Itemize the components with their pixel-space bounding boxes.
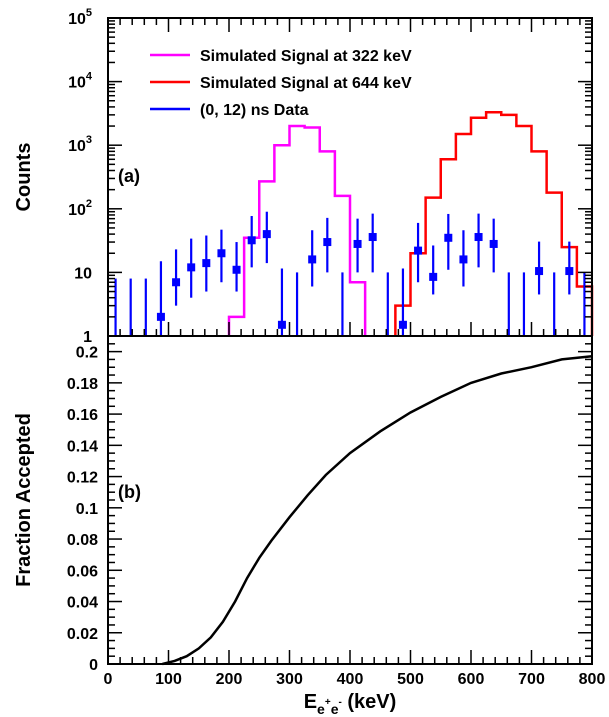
y-tick-exponent: 5	[86, 7, 92, 19]
data-point	[398, 320, 407, 329]
x-label-main: E	[304, 691, 317, 713]
y-tick-label: 0.14	[67, 438, 98, 455]
y-axis-label-fraction: Fraction Accepted	[13, 413, 35, 587]
data-point	[353, 239, 362, 248]
panel-label-b: (b)	[118, 482, 141, 502]
y-axis-label-counts: Counts	[13, 143, 35, 212]
data-point	[368, 233, 377, 242]
y-tick-label: 1	[83, 329, 92, 346]
x-label-unit: (keV)	[342, 691, 396, 713]
data-point	[474, 233, 483, 242]
legend-label: (0, 12) ns Data	[200, 102, 309, 119]
panel-b-frame	[107, 335, 593, 665]
y-tick-label: 105	[68, 7, 92, 28]
y-tick-label: 102	[68, 198, 92, 219]
x-label-sup: -	[338, 697, 341, 708]
data-point	[308, 255, 317, 264]
x-tick-label: 500	[397, 671, 424, 688]
data-point	[459, 255, 468, 264]
data-point	[277, 320, 286, 329]
y-tick-label: 104	[68, 71, 93, 92]
y-tick-exponent: 4	[86, 71, 93, 83]
y-tick-base: 10	[68, 11, 86, 28]
data-point	[217, 249, 226, 258]
y-tick-label: 0.02	[67, 626, 98, 643]
panel-b-fraction-accepted: 0 0.02 0.04 0.06 0.08 0.1 0.12 0.14 0.16 0.18 0.2 0…	[13, 335, 606, 717]
x-axis-label: Ee+e- (keV)	[304, 691, 397, 717]
data-point	[247, 236, 256, 245]
y-tick-base: 10	[68, 75, 86, 92]
histogram-series-0	[227, 124, 367, 336]
x-tick-label: 200	[216, 671, 243, 688]
y-tick-label: 0.16	[67, 407, 98, 424]
y-tick-label: 0.06	[67, 563, 98, 580]
data-point	[414, 246, 423, 255]
x-tick-label: 100	[155, 671, 182, 688]
y-tick-label: 0.04	[67, 595, 98, 612]
histogram-series-1	[394, 110, 594, 336]
y-tick-base: 10	[68, 138, 86, 155]
x-tick-label: 400	[337, 671, 364, 688]
data-point	[156, 312, 165, 321]
data-point	[262, 230, 271, 239]
y-tick-label: 10	[74, 265, 92, 282]
data-point	[489, 239, 498, 248]
data-point	[232, 265, 241, 274]
x-tick-label: 600	[458, 671, 485, 688]
x-tick-label: 700	[518, 671, 545, 688]
panel-a-frame	[107, 17, 593, 337]
y-tick-base: 1	[83, 329, 92, 346]
y-tick-label: 0.12	[67, 470, 98, 487]
y-tick-base: 10	[68, 202, 86, 219]
y-tick-base: 10	[74, 265, 92, 282]
panel-label-a: (a)	[118, 166, 140, 186]
data-point	[202, 259, 211, 268]
x-label-sub: e	[331, 701, 339, 717]
y-tick-exponent: 2	[86, 198, 92, 210]
y-tick-label: 0.08	[67, 532, 98, 549]
data-point	[187, 263, 196, 272]
x-tick-label: 0	[104, 671, 113, 688]
data-point	[172, 278, 181, 287]
x-tick-label: 300	[276, 671, 303, 688]
x-label-sup: +	[325, 697, 331, 708]
y-tick-label: 0	[89, 657, 98, 674]
data-point	[429, 272, 438, 281]
data-point	[444, 233, 453, 242]
y-tick-exponent: 3	[86, 134, 92, 146]
legend-label: Simulated Signal at 644 keV	[200, 75, 412, 92]
x-label-sub: e	[317, 701, 325, 717]
data-point	[323, 238, 332, 247]
y-tick-label: 103	[68, 134, 92, 155]
y-tick-label: 0.1	[76, 501, 98, 518]
y-tick-label: 0.18	[67, 376, 98, 393]
y-tick-label: 0.2	[76, 345, 98, 362]
data-point	[565, 267, 574, 276]
x-tick-label: 800	[579, 671, 606, 688]
data-point	[535, 267, 544, 276]
acceptance-curve	[162, 355, 593, 666]
legend-label: Simulated Signal at 322 keV	[200, 48, 412, 65]
